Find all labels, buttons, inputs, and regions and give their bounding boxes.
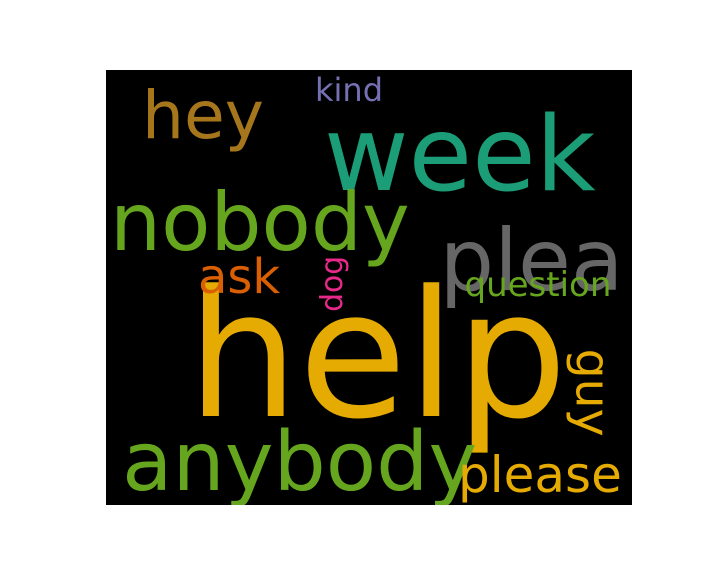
word-anybody: anybody bbox=[122, 414, 478, 505]
word-dog: dog bbox=[315, 255, 351, 312]
word-week: week bbox=[324, 95, 596, 215]
word-kind: kind bbox=[315, 71, 384, 109]
word-help: help bbox=[187, 253, 568, 458]
word-guy: guy bbox=[564, 348, 620, 437]
word-plea: plea bbox=[439, 211, 624, 311]
word-hey: hey bbox=[142, 76, 265, 154]
word-cloud-canvas: help week nobody anybody plea hey please… bbox=[106, 70, 632, 505]
word-ask: ask bbox=[198, 249, 281, 305]
word-please: please bbox=[458, 446, 622, 504]
word-question: question bbox=[464, 265, 612, 305]
word-nobody: nobody bbox=[110, 176, 410, 270]
